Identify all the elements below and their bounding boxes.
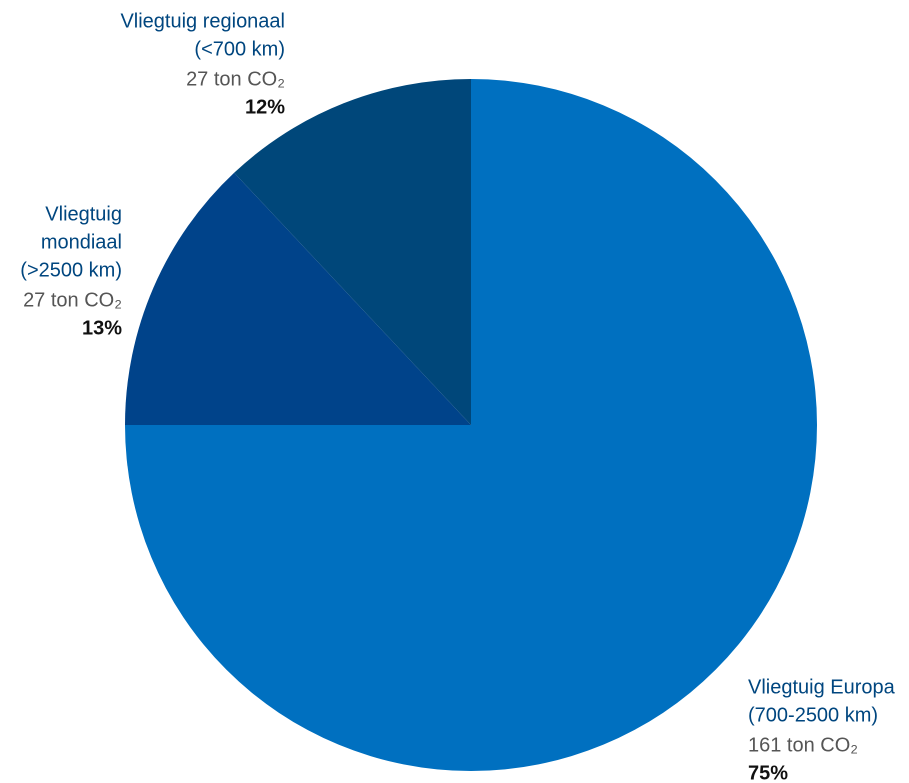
slice-label: Vliegtuig Europa — [748, 676, 896, 698]
pie-slice — [234, 79, 471, 425]
slice-amount: 27 ton CO₂ — [23, 289, 122, 311]
slice-label: (>2500 km) — [20, 259, 122, 281]
slice-value-label: 75% — [748, 762, 788, 783]
slice-label: Vliegtuig — [45, 203, 122, 225]
slice-value-label: 13% — [82, 317, 122, 339]
slice-label: (<700 km) — [194, 38, 285, 60]
slice-amount: 27 ton CO₂ — [186, 68, 285, 90]
slice-value-label: 12% — [245, 96, 285, 118]
slice-label: mondiaal — [41, 231, 122, 253]
slice-label: Vliegtuig regionaal — [120, 10, 285, 32]
slice-amount: 161 ton CO₂ — [748, 734, 858, 756]
slice-label: (700-2500 km) — [748, 704, 878, 726]
pie-slice — [125, 172, 471, 425]
